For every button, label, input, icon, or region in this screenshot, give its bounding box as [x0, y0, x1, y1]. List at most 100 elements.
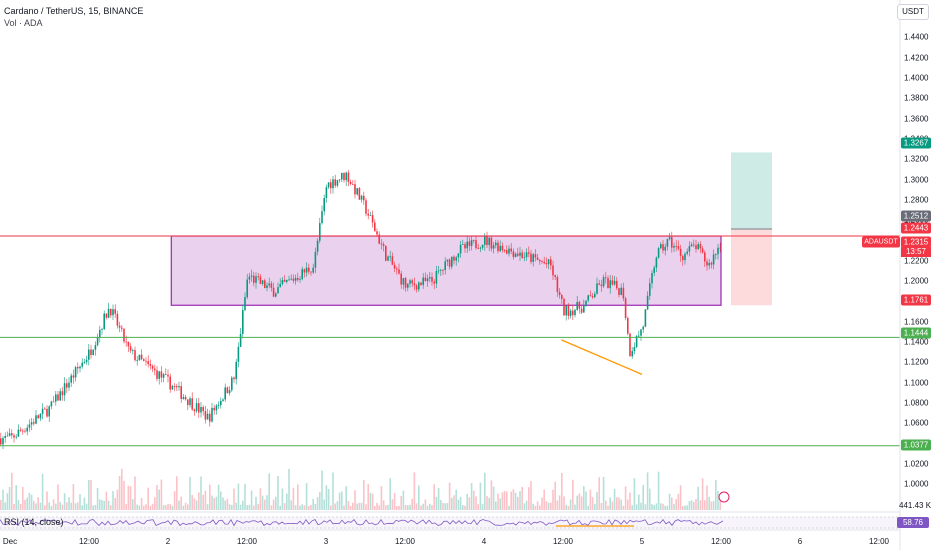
candle-body [145, 360, 147, 362]
volume-bar [352, 502, 354, 510]
candle-body [176, 386, 178, 388]
candle-body [226, 387, 229, 394]
volume-bar [257, 504, 259, 510]
currency-unit-badge[interactable]: USDT [897, 4, 929, 20]
candle-body [308, 267, 310, 272]
volume-bar [114, 498, 116, 510]
candle-body [673, 246, 675, 248]
candle-body [248, 276, 251, 280]
volume-bar [622, 505, 625, 510]
candle-body [88, 349, 90, 360]
candle-body [167, 374, 169, 377]
candle-body [103, 313, 105, 330]
candle-body [105, 313, 108, 318]
candle-body [666, 239, 669, 247]
candle-body [688, 246, 691, 252]
volume-bar [235, 502, 237, 510]
candle-body [259, 276, 262, 284]
price-tick-label: 1.3200 [904, 154, 929, 164]
time-tick-label: 3 [323, 537, 329, 546]
candle-body [453, 256, 455, 261]
volume-bar [543, 489, 545, 510]
candle-body [288, 279, 290, 281]
candle-body [398, 269, 400, 274]
candle-body [393, 264, 396, 269]
candle-body [165, 374, 167, 375]
candle-body [334, 179, 336, 186]
volume-bar [204, 490, 207, 510]
volume-bar [607, 505, 609, 510]
volume-bar [343, 505, 345, 510]
volume-bar [220, 491, 222, 510]
volume-bar [686, 505, 688, 510]
long-position-stop-zone[interactable] [731, 229, 772, 306]
volume-bar [301, 504, 303, 510]
candle-body [99, 329, 101, 338]
candle-body [244, 297, 246, 311]
volume-bar [693, 501, 695, 510]
price-tick-label: 1.2000 [904, 276, 929, 286]
volume-bar [633, 478, 636, 510]
candle-body [118, 325, 121, 328]
price-tick-label: 1.4200 [904, 53, 929, 63]
price-tick-label: 1.4000 [904, 73, 929, 83]
candle-body [426, 278, 429, 281]
price-tick-label: 1.0800 [904, 398, 929, 408]
candle-body [565, 305, 567, 316]
volume-bar [519, 491, 521, 510]
volume-bar [151, 503, 154, 510]
candle-body [609, 280, 611, 289]
candle-body [127, 341, 130, 347]
trendline[interactable] [561, 339, 643, 375]
candle-body [508, 248, 510, 254]
consolidation-range-box[interactable] [170, 235, 722, 306]
price-tick-label: 1.1400 [904, 337, 929, 347]
candle-body [503, 250, 506, 251]
candle-body [235, 361, 237, 380]
volume-bar [160, 479, 163, 510]
candle-body [37, 415, 39, 419]
candle-body [695, 245, 697, 250]
volume-bar [316, 497, 319, 510]
candle-body [143, 359, 145, 361]
candle-body [682, 255, 684, 261]
candle-body [580, 308, 583, 313]
volume-bar [378, 505, 380, 510]
candle-body [539, 260, 541, 262]
candle-body [312, 267, 314, 273]
candle-body [569, 310, 572, 316]
volume-bar [129, 486, 132, 510]
candle-body [184, 397, 187, 400]
volume-bar [488, 497, 490, 510]
volume-bar [187, 504, 189, 510]
candle-body [198, 403, 200, 413]
price-tick-label: 1.0600 [904, 418, 929, 428]
alert-icon[interactable] [718, 491, 730, 503]
volume-bar [244, 483, 246, 510]
candle-body [26, 427, 28, 432]
candle-body [558, 291, 561, 296]
volume-bar [217, 484, 220, 510]
volume-bar [440, 499, 442, 510]
volume-bar [503, 490, 506, 510]
candle-body [396, 268, 398, 270]
volume-bar [90, 479, 92, 510]
candle-body [525, 252, 528, 258]
volume-layer [0, 468, 721, 510]
time-tick-label: 4 [481, 537, 487, 546]
candle-body [220, 400, 222, 406]
candle-body [675, 246, 677, 247]
long-position-profit-zone[interactable] [731, 152, 772, 230]
volume-bar [30, 494, 33, 510]
volume-bar [125, 504, 127, 510]
volume-bar [136, 504, 138, 510]
volume-bar [41, 473, 44, 510]
volume-bar [701, 478, 704, 510]
volume-bar [112, 491, 114, 510]
volume-bar [389, 478, 391, 510]
candle-body [149, 364, 152, 366]
candle-body [61, 391, 64, 396]
candle-body [338, 179, 341, 181]
price-tick-label: 1.0200 [904, 459, 929, 469]
